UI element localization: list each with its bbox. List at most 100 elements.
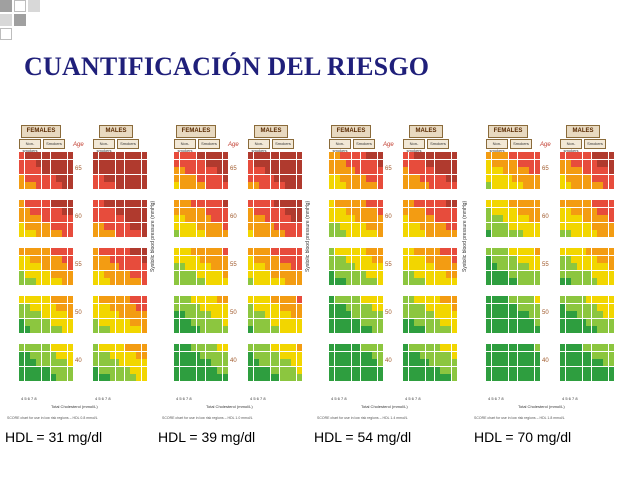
risk-cell — [93, 344, 99, 351]
risk-cell — [334, 215, 340, 222]
risk-cell — [497, 359, 503, 366]
risk-cell — [440, 359, 446, 366]
risk-grid — [512, 344, 540, 381]
risk-cell — [329, 296, 335, 303]
risk-cell — [205, 318, 211, 326]
risk-cell — [185, 303, 191, 311]
risk-cell — [62, 351, 68, 359]
risk-cell — [377, 230, 383, 237]
risk-cell — [179, 270, 185, 278]
risk-cell — [420, 200, 426, 207]
risk-cell — [248, 366, 254, 374]
risk-cell — [523, 278, 529, 285]
age-value: 60 — [385, 214, 392, 220]
x-axis-label: Total Cholesterol (mmol/L) — [51, 404, 98, 409]
risk-cell — [24, 311, 30, 318]
risk-cell — [372, 326, 378, 333]
risk-cell — [124, 303, 130, 311]
risk-cell — [329, 326, 335, 333]
risk-cell — [265, 248, 271, 255]
risk-cell — [185, 182, 191, 189]
risk-cell — [582, 270, 588, 278]
risk-cell — [491, 174, 497, 182]
risk-cell — [429, 359, 435, 366]
risk-cell — [248, 182, 254, 189]
risk-cell — [503, 159, 509, 167]
risk-cell — [346, 270, 352, 278]
risk-cell — [434, 182, 440, 189]
risk-cell — [340, 311, 346, 318]
risk-cell — [577, 207, 583, 215]
risk-cell — [403, 359, 409, 366]
risk-cell — [222, 359, 228, 366]
risk-cell — [259, 366, 265, 374]
risk-cell — [377, 255, 383, 263]
risk-cell — [270, 255, 276, 263]
risk-cell — [451, 207, 457, 215]
risk-cell — [372, 374, 378, 381]
risk-cell — [577, 174, 583, 182]
risk-cell — [24, 326, 30, 333]
risk-cell — [265, 159, 271, 167]
risk-cell — [191, 366, 197, 374]
risk-cell — [211, 159, 217, 167]
risk-cell — [185, 351, 191, 359]
risk-cell — [205, 351, 211, 359]
risk-cell — [486, 278, 492, 285]
risk-cell — [586, 174, 592, 182]
risk-cell — [222, 366, 228, 374]
risk-cell — [334, 311, 340, 318]
risk-grid — [19, 248, 47, 285]
risk-cell — [174, 326, 180, 333]
risk-cell — [355, 311, 361, 318]
risk-cell — [597, 159, 603, 167]
risk-cell — [512, 248, 518, 255]
risk-cell — [274, 318, 280, 326]
risk-cell — [196, 230, 202, 237]
risk-cell — [355, 263, 361, 270]
risk-cell — [104, 296, 110, 303]
risk-grid — [274, 344, 302, 381]
risk-cell — [425, 222, 431, 230]
risk-cell — [608, 167, 614, 174]
hdl-label: HDL = 54 mg/dl — [314, 429, 412, 445]
risk-cell — [434, 318, 440, 326]
risk-cell — [420, 311, 426, 318]
risk-cell — [279, 374, 285, 381]
risk-cell — [491, 311, 497, 318]
risk-cell — [191, 263, 197, 270]
risk-cell — [185, 255, 191, 263]
risk-cell — [582, 351, 588, 359]
risk-cell — [340, 359, 346, 366]
risk-cell — [130, 296, 136, 303]
risk-cell — [285, 270, 291, 278]
risk-cell — [451, 174, 457, 182]
risk-cell — [274, 303, 280, 311]
risk-cell — [571, 215, 577, 222]
risk-cell — [174, 278, 180, 285]
risk-cell — [565, 344, 571, 351]
risk-cell — [523, 359, 529, 366]
risk-cell — [451, 311, 457, 318]
risk-cell — [30, 207, 36, 215]
risk-cell — [429, 326, 435, 333]
risk-grid — [355, 152, 383, 189]
risk-cell — [603, 207, 609, 215]
risk-cell — [270, 182, 276, 189]
y-axis-label: Systolic blood pressure (mmHg) — [150, 200, 156, 272]
risk-cell — [259, 303, 265, 311]
risk-cell — [340, 215, 346, 222]
risk-cell — [486, 207, 492, 215]
risk-cell — [517, 296, 523, 303]
risk-cell — [274, 167, 280, 174]
risk-cell — [582, 182, 588, 189]
risk-cell — [425, 344, 431, 351]
risk-cell — [351, 182, 357, 189]
risk-cell — [425, 152, 431, 159]
risk-cell — [334, 270, 340, 278]
risk-cell — [30, 318, 36, 326]
risk-cell — [355, 167, 361, 174]
risk-cell — [340, 303, 346, 311]
risk-cell — [486, 174, 492, 182]
risk-cell — [534, 207, 540, 215]
